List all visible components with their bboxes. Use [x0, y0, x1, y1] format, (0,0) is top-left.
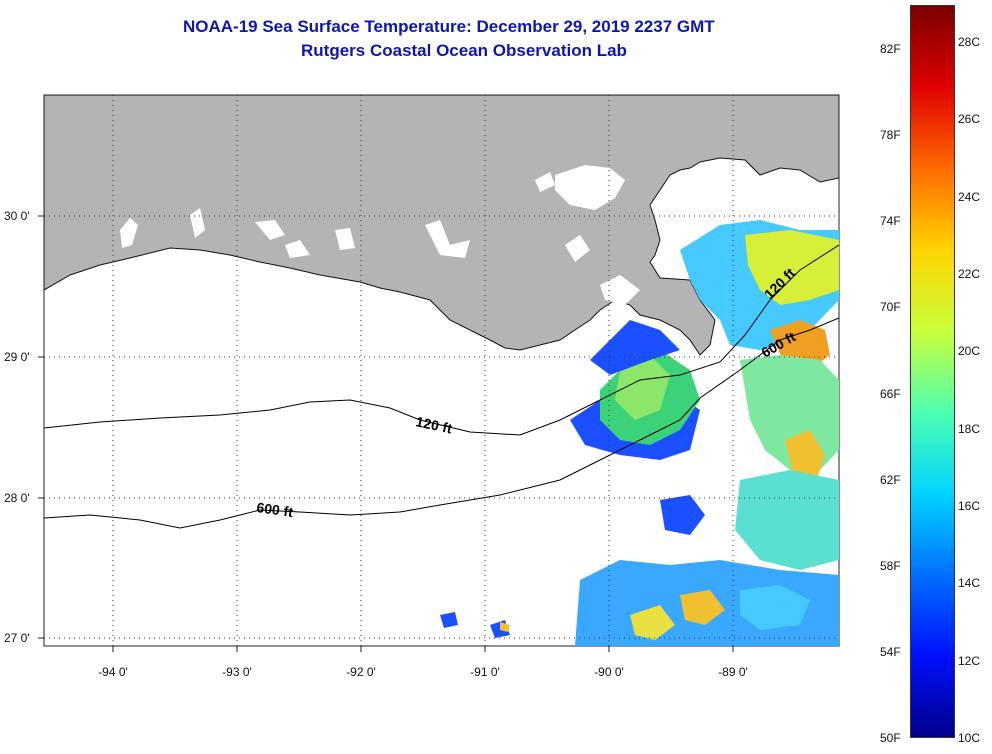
- contour-label-120-west: 120 ft: [414, 413, 453, 436]
- sst-patches: [440, 220, 839, 646]
- colorbar-c-label: 26C: [958, 112, 981, 127]
- colorbar-f-label: 62F: [880, 472, 901, 487]
- lon-label-91: -91 0': [470, 665, 500, 679]
- colorbar-f-label: 58F: [880, 558, 901, 573]
- colorbar-f-label: 54F: [880, 644, 901, 659]
- colorbar-c-label: 14C: [958, 576, 981, 591]
- lon-label-94: -94 0': [98, 665, 128, 679]
- colorbar-c-label: 12C: [958, 653, 981, 668]
- lon-label-89: -89 0': [718, 665, 748, 679]
- chart-title: NOAA-19 Sea Surface Temperature: Decembe…: [183, 17, 715, 36]
- colorbar-f-label: 78F: [880, 128, 901, 143]
- lat-label-29: 29 0': [4, 350, 30, 364]
- colorbar-c-label: 24C: [958, 189, 981, 204]
- colorbar-f-label: 82F: [880, 42, 901, 56]
- contour-label-600-west: 600 ft: [256, 499, 295, 520]
- colorbar-f-label: 70F: [880, 300, 901, 315]
- axis-ticks: [38, 215, 734, 652]
- lat-label-30: 30 0': [4, 209, 30, 223]
- lat-label-27: 27 0': [4, 631, 30, 645]
- colorbar-c-label: 18C: [958, 421, 981, 436]
- lon-label-90: -90 0': [594, 665, 624, 679]
- colorbar-f-label: 74F: [880, 214, 901, 229]
- colorbar-c-label: 20C: [958, 344, 981, 359]
- colorbar-c-label: 10C: [958, 731, 981, 745]
- colorbar-f-label: 50F: [880, 731, 901, 745]
- contour-120ft: [44, 244, 839, 436]
- colorbar-c-label: 28C: [958, 35, 981, 49]
- lat-label-28: 28 0': [4, 491, 30, 505]
- inland-water: [120, 165, 735, 305]
- colorbar-f-label: 66F: [880, 386, 901, 401]
- colorbar-c-label: 22C: [958, 267, 981, 281]
- colorbar-c-label: 16C: [958, 499, 981, 513]
- contour-600ft: [44, 317, 839, 529]
- chart-subtitle: Rutgers Coastal Ocean Observation Lab: [301, 41, 627, 60]
- lon-label-92: -92 0': [346, 665, 376, 679]
- temperature-colorbar: [910, 5, 955, 738]
- graticule: [44, 95, 839, 646]
- lon-label-93: -93 0': [222, 665, 252, 679]
